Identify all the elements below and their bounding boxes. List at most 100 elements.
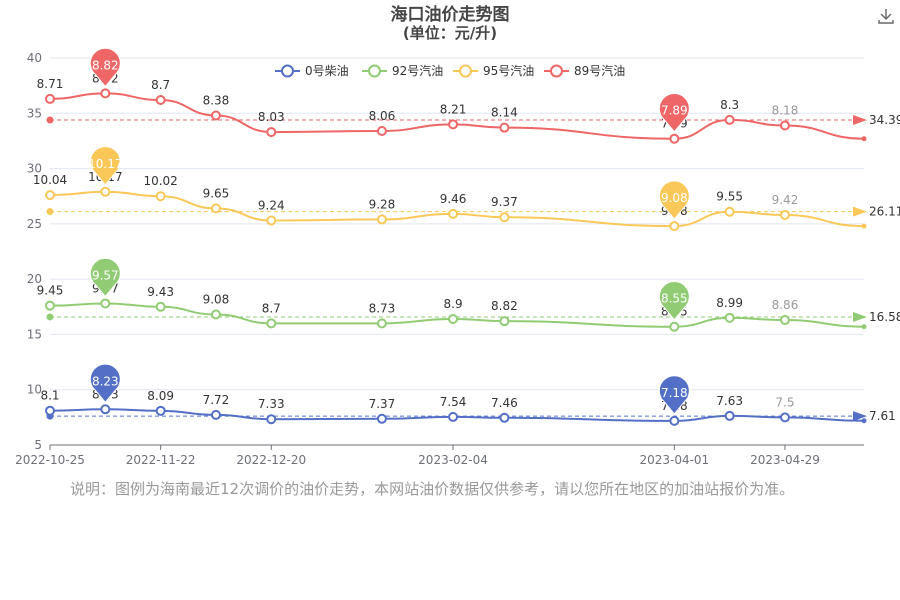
data-point bbox=[376, 318, 387, 329]
data-point bbox=[155, 301, 166, 312]
legend-label: 89号汽油 bbox=[574, 63, 625, 78]
data-point bbox=[448, 411, 459, 422]
max-pin-label: 10.17 bbox=[88, 157, 122, 171]
data-label: 8.3 bbox=[720, 98, 739, 112]
end-point bbox=[861, 418, 867, 424]
data-point bbox=[448, 119, 459, 130]
data-label: 7.46 bbox=[491, 396, 518, 410]
x-tick-label: 2022-11-22 bbox=[126, 453, 196, 467]
data-point bbox=[448, 208, 459, 219]
average-end-arrow bbox=[853, 311, 867, 322]
data-point bbox=[210, 203, 221, 214]
data-point bbox=[210, 110, 221, 121]
data-label: 8.03 bbox=[258, 110, 285, 124]
y-axis: 5 10 15 20 25 30 35 40 bbox=[27, 51, 42, 452]
data-label: 10.04 bbox=[33, 173, 67, 187]
max-pin-label: 8.82 bbox=[92, 58, 119, 72]
average-label: 26.11 bbox=[869, 205, 900, 219]
data-label: 9.42 bbox=[772, 193, 799, 207]
min-pin bbox=[658, 281, 690, 321]
data-point bbox=[376, 413, 387, 424]
data-point bbox=[499, 212, 510, 223]
data-label: 9.24 bbox=[258, 199, 285, 213]
data-point bbox=[669, 221, 680, 232]
data-point bbox=[779, 412, 790, 423]
data-point bbox=[669, 321, 680, 332]
x-axis: 2022-10-25 2022-11-22 2022-12-20 2023-02-04… bbox=[15, 444, 864, 467]
chart-subtitle: (单位：元/升) bbox=[403, 24, 497, 42]
download-icon[interactable] bbox=[876, 6, 896, 26]
x-tick-label: 2023-04-29 bbox=[750, 453, 820, 467]
min-pin-label: 7.18 bbox=[661, 386, 688, 400]
average-label: 34.39 bbox=[869, 113, 900, 127]
series-89号汽油: 34.39 8.71 8.82 8.7 8.38 8.03 8.06 8.21 8.14 7.89… bbox=[37, 47, 900, 144]
data-label: 7.54 bbox=[440, 395, 467, 409]
data-label: 8.18 bbox=[772, 103, 799, 117]
end-point bbox=[861, 223, 867, 229]
data-label: 8.38 bbox=[203, 93, 230, 107]
data-label: 8.82 bbox=[491, 299, 518, 313]
data-label: 8.7 bbox=[151, 78, 170, 92]
min-pin bbox=[658, 375, 690, 415]
data-label: 9.65 bbox=[203, 186, 230, 200]
data-label: 7.33 bbox=[258, 397, 285, 411]
average-start-marker bbox=[46, 208, 54, 216]
data-point bbox=[724, 206, 735, 217]
max-pin bbox=[89, 363, 121, 404]
legend-marker bbox=[459, 64, 472, 78]
data-point bbox=[724, 312, 735, 323]
legend-marker bbox=[368, 64, 381, 78]
data-point bbox=[45, 300, 55, 311]
data-point bbox=[499, 316, 510, 327]
data-point bbox=[155, 95, 166, 106]
data-point bbox=[669, 133, 680, 144]
average-label: 16.58 bbox=[869, 310, 900, 324]
grid-lines bbox=[50, 57, 864, 391]
legend-marker bbox=[281, 64, 294, 78]
x-tick-label: 2023-04-01 bbox=[639, 453, 709, 467]
data-label: 9.55 bbox=[716, 190, 743, 204]
min-pin-label: 9.08 bbox=[661, 191, 688, 205]
data-point bbox=[100, 88, 111, 99]
min-pin-label: 8.55 bbox=[661, 292, 688, 306]
data-point bbox=[266, 318, 277, 329]
data-point bbox=[100, 404, 111, 415]
legend-label: 92号汽油 bbox=[392, 63, 443, 78]
data-label: 7.5 bbox=[775, 395, 794, 409]
data-point bbox=[724, 114, 735, 125]
data-point bbox=[779, 120, 790, 131]
data-label: 7.37 bbox=[369, 397, 396, 411]
end-point bbox=[861, 324, 867, 330]
chart-title: 海口油价走势图 bbox=[391, 4, 510, 25]
data-point bbox=[499, 412, 510, 423]
min-pin-label: 7.89 bbox=[661, 104, 688, 118]
data-point bbox=[266, 215, 277, 226]
series-95号汽油: 26.11 10.04 10.17 10.02 9.65 9.24 9.28 9.46 9.37… bbox=[33, 146, 900, 232]
data-label: 8.71 bbox=[37, 77, 64, 91]
data-point bbox=[376, 214, 387, 225]
data-point bbox=[45, 405, 55, 416]
data-label: 8.86 bbox=[772, 298, 799, 312]
y-tick-label: 35 bbox=[27, 106, 42, 120]
data-point bbox=[210, 409, 221, 420]
average-end-arrow bbox=[853, 206, 867, 217]
y-tick-label: 25 bbox=[27, 217, 42, 231]
data-label: 9.08 bbox=[203, 293, 230, 307]
average-end-arrow bbox=[853, 115, 867, 126]
data-point bbox=[45, 93, 55, 104]
data-point bbox=[724, 410, 735, 421]
data-label: 8.73 bbox=[369, 301, 396, 315]
y-tick-label: 5 bbox=[34, 438, 42, 452]
legend: 0号柴油 92号汽油 95号汽油 89号汽油 bbox=[275, 63, 625, 78]
data-point bbox=[669, 415, 680, 426]
x-tick-label: 2022-10-25 bbox=[15, 453, 85, 467]
disclaimer-note: 说明：图例为海南最近12次调价的油价走势，本网站油价数据仅供参考，请以您所在地区… bbox=[70, 480, 795, 498]
end-point bbox=[861, 136, 867, 142]
series-0号柴油: 7.61 8.1 8.23 8.09 7.72 7.33 7.37 7.54 7.46 7.18 7… bbox=[40, 363, 896, 426]
data-label: 8.1 bbox=[40, 389, 59, 403]
legend-label: 95号汽油 bbox=[483, 63, 534, 78]
data-point bbox=[210, 309, 221, 320]
legend-label: 0号柴油 bbox=[305, 64, 349, 78]
average-label: 7.61 bbox=[869, 409, 896, 423]
